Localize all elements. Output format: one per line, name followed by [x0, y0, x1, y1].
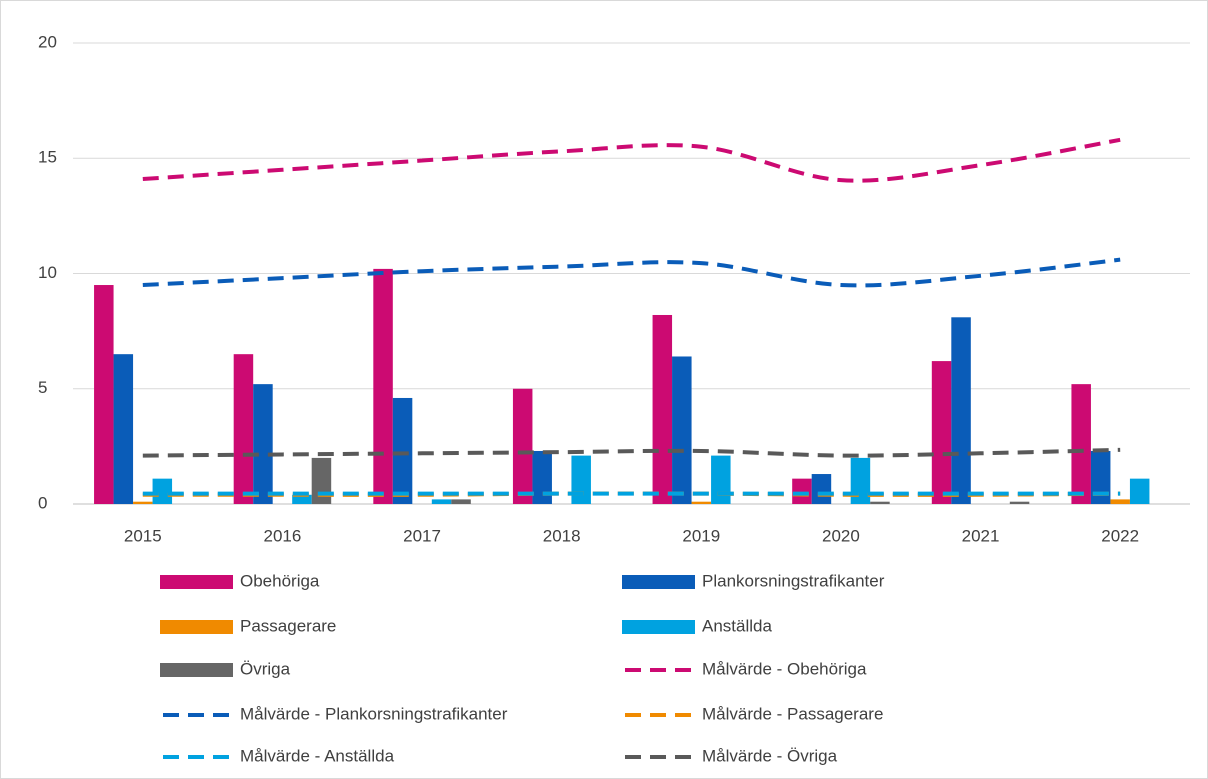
legend-label: Målvärde - Plankorsningstrafikanter — [240, 704, 508, 723]
legend-swatch — [160, 620, 233, 634]
y-tick-label: 15 — [38, 148, 57, 167]
bar — [113, 354, 134, 504]
legend-swatch — [622, 620, 695, 634]
x-tick-label: 2020 — [822, 526, 860, 545]
bar — [672, 356, 692, 504]
legend-swatch — [160, 575, 233, 589]
legend-label: Plankorsningstrafikanter — [702, 571, 885, 590]
y-tick-label: 0 — [38, 493, 47, 512]
legend-label: Målvärde - Anställda — [240, 746, 395, 765]
x-tick-label: 2017 — [403, 526, 441, 545]
bar — [253, 384, 273, 504]
x-tick-label: 2015 — [124, 526, 162, 545]
legend-swatch — [622, 575, 695, 589]
x-tick-label: 2016 — [264, 526, 302, 545]
bar — [532, 450, 552, 504]
x-tick-label: 2022 — [1101, 526, 1139, 545]
bar — [133, 501, 153, 504]
legend-swatch — [160, 663, 233, 677]
legend-label: Målvärde - Övriga — [702, 746, 838, 765]
x-tick-label: 2021 — [962, 526, 1000, 545]
bar — [451, 499, 471, 504]
y-tick-label: 10 — [38, 263, 57, 282]
bar — [1129, 478, 1150, 504]
bar — [792, 478, 812, 504]
bar — [652, 314, 673, 504]
legend-label: Övriga — [240, 659, 291, 678]
bar — [691, 501, 712, 504]
bar — [431, 499, 452, 504]
target-line — [142, 447, 1121, 458]
bar — [1009, 501, 1030, 504]
bar — [870, 501, 890, 504]
bar — [1071, 384, 1091, 504]
bar — [233, 354, 254, 504]
legend-label: Anställda — [702, 616, 772, 635]
bar — [811, 474, 832, 504]
legend-label: Passagerare — [240, 616, 336, 635]
bar — [931, 361, 952, 504]
bar — [152, 478, 173, 504]
bar — [1110, 499, 1130, 504]
x-tick-label: 2018 — [543, 526, 581, 545]
bar — [292, 494, 312, 504]
bar — [571, 455, 591, 504]
x-tick-label: 2019 — [682, 526, 720, 545]
bar — [850, 457, 871, 504]
bar — [711, 455, 731, 504]
y-tick-label: 5 — [38, 378, 47, 397]
target-line — [142, 137, 1121, 183]
bar — [1090, 450, 1111, 504]
legend-label: Målvärde - Passagerare — [702, 704, 883, 723]
y-tick-label: 20 — [38, 32, 57, 51]
legend-label: Obehöriga — [240, 571, 320, 590]
bar — [373, 268, 393, 504]
target-line — [142, 257, 1121, 288]
bar — [951, 317, 971, 504]
bar — [94, 285, 114, 504]
bar — [392, 397, 413, 504]
bar — [311, 457, 332, 504]
legend-label: Målvärde - Obehöriga — [702, 659, 867, 678]
bar — [512, 388, 533, 504]
